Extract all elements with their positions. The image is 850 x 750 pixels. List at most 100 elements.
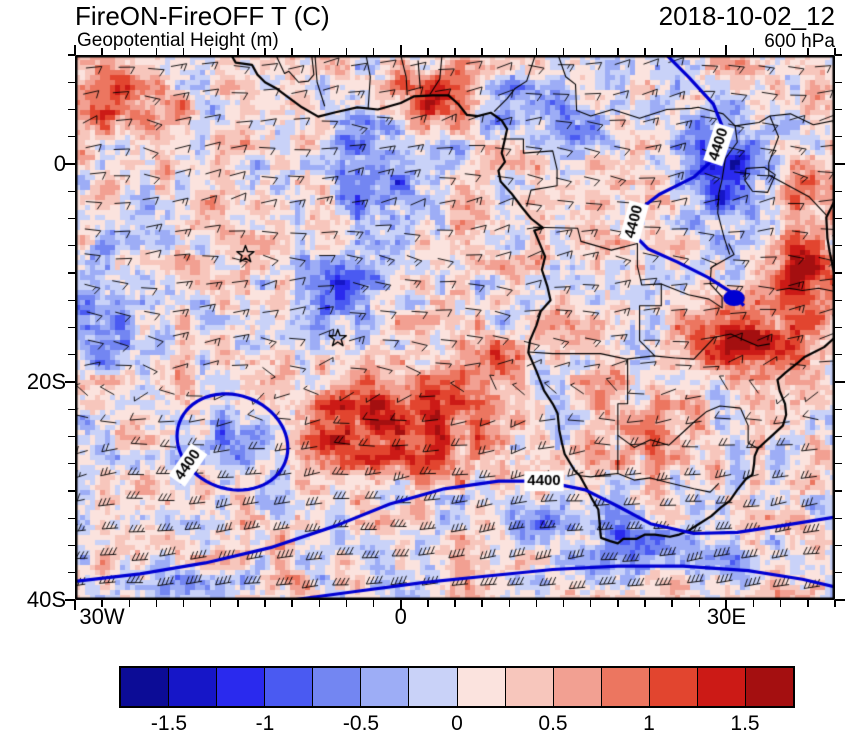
- tick-mark: [237, 48, 239, 55]
- tick-mark: [155, 600, 158, 607]
- valid-datetime: 2018-10-02_12: [658, 1, 835, 31]
- colorbar-tick-label: 1: [643, 712, 655, 735]
- tick-mark: [835, 326, 842, 329]
- tick-mark: [291, 48, 293, 55]
- tick-mark: [807, 600, 809, 607]
- tick-mark: [835, 81, 842, 83]
- colorbar-segment: [313, 668, 362, 706]
- colorbar-segment: [121, 668, 170, 706]
- tick-mark: [68, 354, 75, 356]
- tick-mark: [835, 408, 842, 410]
- tick-mark: [68, 435, 75, 438]
- tick-mark: [68, 299, 75, 301]
- tick-mark: [671, 48, 673, 55]
- tick-mark: [835, 599, 845, 601]
- tick-mark: [74, 600, 76, 610]
- colorbar-segment: [361, 668, 410, 706]
- tick-mark: [65, 599, 75, 601]
- tick-mark: [68, 408, 75, 410]
- tick-mark: [617, 600, 619, 607]
- tick-mark: [644, 48, 646, 55]
- tick-mark: [427, 600, 429, 607]
- colorbar-segment: [553, 668, 602, 706]
- tick-mark: [128, 600, 130, 607]
- colorbar-tick-label: 0.5: [538, 712, 568, 735]
- tick-mark: [835, 463, 842, 465]
- tick-mark: [345, 600, 348, 607]
- colorbar-segment: [169, 668, 218, 706]
- tick-mark: [834, 600, 836, 607]
- tick-mark: [535, 600, 538, 607]
- tick-mark: [318, 48, 320, 55]
- tick-mark: [68, 81, 75, 83]
- tick-mark: [65, 381, 75, 383]
- x-tick-label: 0: [394, 604, 407, 629]
- tick-mark: [835, 190, 842, 192]
- tick-mark: [68, 272, 75, 274]
- tick-mark: [264, 48, 266, 55]
- tick-mark: [68, 572, 75, 574]
- tick-mark: [372, 48, 375, 55]
- tick-mark: [101, 48, 103, 55]
- tick-mark: [835, 54, 842, 56]
- tick-mark: [698, 48, 700, 55]
- tick-mark: [345, 48, 348, 55]
- tick-mark: [128, 48, 130, 55]
- tick-mark: [535, 48, 538, 55]
- tick-mark: [182, 600, 185, 607]
- tick-mark: [372, 600, 375, 607]
- colorbar: [119, 666, 795, 708]
- tick-mark: [68, 544, 75, 547]
- tick-mark: [835, 544, 842, 547]
- y-tick-label: 20S: [26, 369, 66, 394]
- tick-mark: [101, 600, 103, 607]
- colorbar-segment: [217, 668, 266, 706]
- tick-mark: [508, 600, 510, 607]
- tick-mark: [74, 45, 76, 55]
- x-tick-label: 30W: [79, 604, 125, 629]
- tick-mark: [671, 600, 673, 607]
- tick-mark: [725, 45, 728, 55]
- tick-mark: [210, 600, 212, 607]
- colorbar-tick-label: -0.5: [342, 712, 380, 735]
- tick-mark: [508, 48, 510, 55]
- tick-mark: [562, 600, 565, 607]
- tick-mark: [264, 600, 266, 607]
- tick-mark: [318, 600, 320, 607]
- colorbar-segment: [265, 668, 314, 706]
- tick-mark: [752, 48, 755, 55]
- tick-mark: [68, 136, 75, 138]
- tick-mark: [291, 600, 293, 607]
- x-tick-label: 30E: [706, 604, 746, 629]
- colorbar-segment: [697, 668, 747, 706]
- colorbar-tick-label: 0: [451, 712, 463, 735]
- tick-mark: [68, 190, 75, 192]
- page-title: FireON-FireOFF T (C): [75, 1, 330, 31]
- tick-mark: [835, 217, 842, 220]
- tick-mark: [427, 48, 429, 55]
- tick-mark: [835, 517, 842, 519]
- tick-mark: [698, 600, 700, 607]
- tick-mark: [399, 45, 402, 55]
- tick-mark: [399, 600, 402, 610]
- tick-mark: [835, 435, 842, 438]
- colorbar-segment: [649, 668, 698, 706]
- colorbar-segment: [505, 668, 554, 706]
- tick-mark: [237, 600, 239, 607]
- tick-mark: [807, 48, 809, 55]
- tick-mark: [454, 48, 456, 55]
- tick-mark: [835, 381, 845, 383]
- y-tick-label: 40S: [26, 587, 66, 612]
- tick-mark: [835, 490, 842, 492]
- tick-mark: [68, 490, 75, 492]
- tick-mark: [835, 354, 842, 356]
- tick-mark: [835, 136, 842, 138]
- pressure-level: 600 hPa: [764, 31, 835, 52]
- tick-mark: [590, 600, 592, 607]
- tick-mark: [834, 48, 836, 55]
- subtitle-variable: Geopotential Height (m): [77, 30, 279, 51]
- map-canvas: [75, 55, 835, 600]
- tick-mark: [182, 48, 185, 55]
- tick-mark: [752, 600, 755, 607]
- tick-mark: [155, 48, 158, 55]
